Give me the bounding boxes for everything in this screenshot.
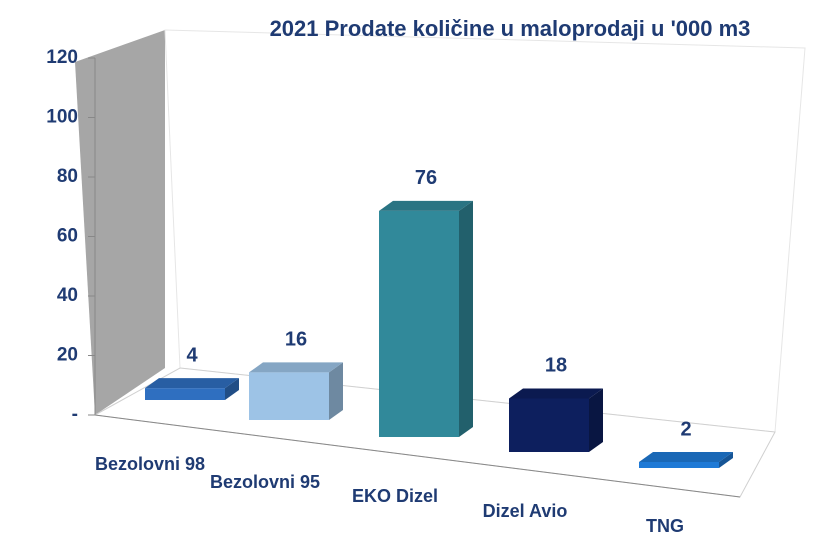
bar-face <box>509 388 603 399</box>
bar-face <box>249 362 343 373</box>
bar-face <box>639 462 719 468</box>
x-tick-label: TNG <box>646 516 684 536</box>
bar-face <box>225 378 239 400</box>
y-tick-label: 20 <box>57 345 78 366</box>
bar-face <box>459 200 473 437</box>
x-axis <box>94 414 741 498</box>
y-tick-label: - <box>72 404 78 425</box>
side-wall <box>75 30 165 415</box>
bar-face <box>329 362 343 420</box>
data-label: 4 <box>186 344 198 366</box>
x-tick-label: Bezolovni 98 <box>95 454 205 474</box>
bar-face <box>589 388 603 452</box>
bar-face <box>509 398 589 452</box>
x-tick-label: Dizel Avio <box>483 501 568 521</box>
x-tick-label: EKO Dizel <box>352 486 438 506</box>
bar <box>509 388 603 452</box>
bar-face <box>145 378 239 389</box>
bar-face <box>379 200 473 211</box>
bar <box>249 362 343 420</box>
bar <box>145 378 239 400</box>
data-label: 76 <box>415 167 437 189</box>
chart-title: 2021 Prodate količine u maloprodaji u '0… <box>270 16 751 41</box>
x-tick-label: Bezolovni 95 <box>210 472 320 492</box>
y-tick-label: 60 <box>57 226 78 247</box>
y-tick-label: 80 <box>57 166 78 187</box>
bar-face <box>249 372 329 420</box>
bar-face <box>639 452 733 463</box>
y-tick-label: 40 <box>57 285 78 306</box>
y-tick-label: 100 <box>46 107 78 128</box>
bar-face <box>145 388 225 400</box>
bar <box>639 452 733 468</box>
bar <box>379 200 473 437</box>
y-tick-label: 120 <box>46 47 78 68</box>
data-label: 16 <box>285 329 307 351</box>
data-label: 2 <box>680 418 691 440</box>
bar-face <box>379 210 459 437</box>
bar-face <box>719 452 733 468</box>
data-label: 18 <box>545 355 567 377</box>
